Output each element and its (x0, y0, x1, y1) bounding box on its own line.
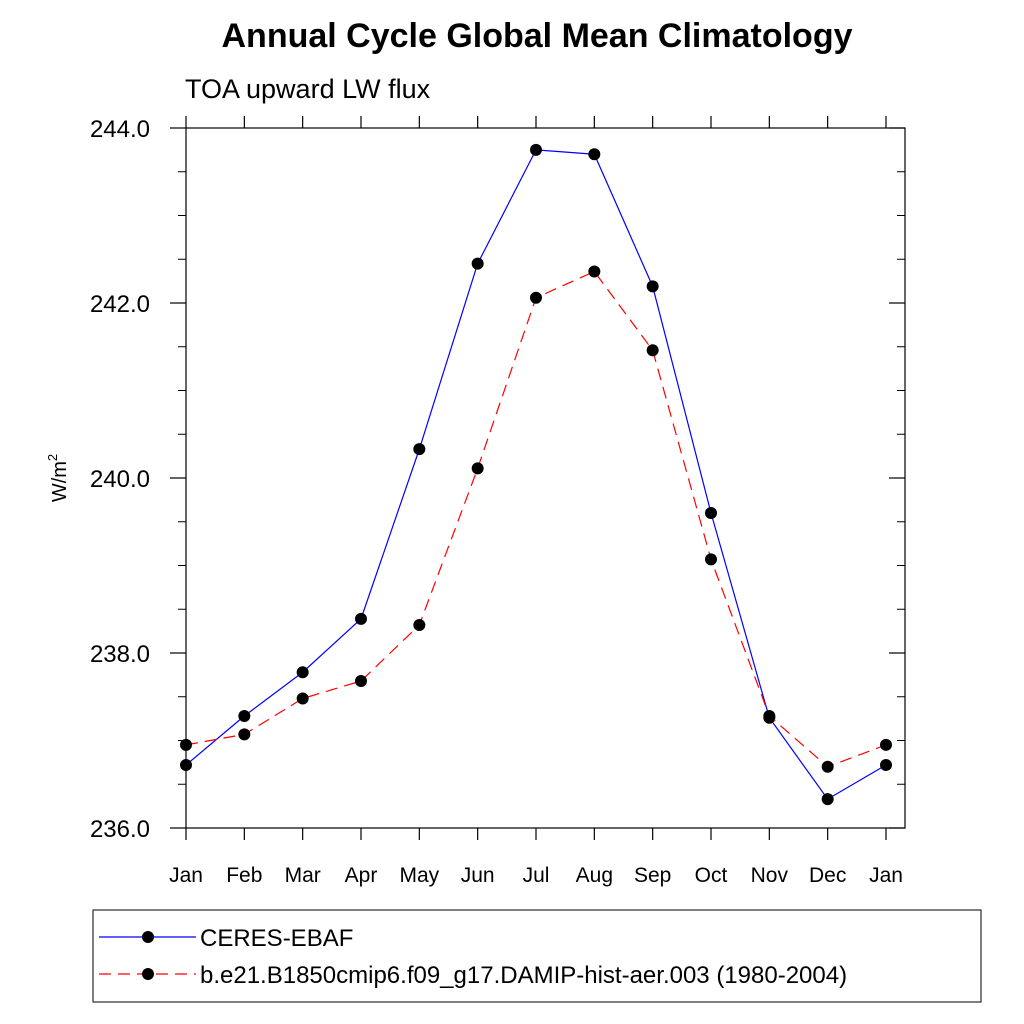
series-2-point (355, 675, 367, 687)
series-1-point (705, 507, 717, 519)
y-axis-label: W/m2 (45, 454, 71, 502)
series-1-point (413, 443, 426, 456)
x-tick-label: Apr (345, 864, 378, 887)
y-tick-label: 240.0 (90, 466, 150, 493)
plot-area: Jan Feb Mar Apr May Jun Jul Aug Sep Oct Nov Dec Jan 2… (90, 116, 906, 887)
series-2-point (471, 462, 484, 475)
x-tick-label: Dec (809, 864, 846, 887)
series-2-point (880, 738, 892, 751)
series-1-point (355, 612, 367, 625)
x-tick-label: Jul (523, 864, 550, 887)
x-tick-label: Jan (169, 864, 203, 887)
series-line-2 (185, 270, 887, 768)
x-tick-label: Sep (634, 864, 671, 887)
series-2-point (530, 291, 542, 304)
svg-text:W/m2: W/m2 (45, 454, 71, 502)
y-tick-label: 242.0 (90, 291, 150, 318)
legend-box (92, 909, 982, 1003)
series-2-point (180, 738, 192, 751)
plot-frame (185, 127, 906, 829)
x-tick-label: Feb (226, 864, 262, 887)
series-2-point (821, 760, 834, 773)
x-tick-label: Mar (285, 864, 321, 887)
x-tick-label: Aug (576, 864, 613, 887)
series-2-point (646, 344, 659, 357)
y-tick-label: 236.0 (90, 816, 150, 843)
legend-marker-1 (142, 931, 154, 943)
chart-title: Annual Cycle Global Mean Climatology (222, 17, 853, 55)
y-tick-label: 244.0 (90, 116, 150, 143)
legend-marker-2 (142, 968, 154, 980)
y-axis-label-superscript: 2 (45, 454, 60, 461)
series-1-point (530, 143, 542, 156)
x-tick-label: Oct (695, 864, 728, 887)
x-tick-label: May (399, 864, 439, 887)
series-2-point (588, 265, 601, 278)
series-1-point (238, 710, 251, 722)
x-tick-label: Nov (751, 864, 789, 887)
x-tick-label: Jan (869, 864, 903, 887)
chart-subtitle: TOA upward LW flux (185, 74, 431, 104)
series-2-point (705, 553, 717, 566)
legend: CERES-EBAF b.e21.B1850cmip6.f09_g17.DAMIP… (92, 909, 982, 1003)
y-axis-label-text: W/m (49, 461, 71, 502)
series-2-point (763, 710, 776, 722)
series-2-point (238, 728, 251, 741)
x-tick-label: Jun (461, 864, 495, 887)
legend-label-2: b.e21.B1850cmip6.f09_g17.DAMIP-hist-aer.… (200, 962, 847, 989)
series-1-point (646, 280, 659, 293)
series-1-point (180, 759, 192, 771)
series-1-point (296, 666, 309, 679)
series-1-point (821, 793, 834, 806)
series-1-point (588, 148, 601, 161)
series-2-point (413, 619, 426, 631)
series-1-point (880, 759, 892, 771)
series-2-point (296, 692, 309, 705)
series-line-1 (185, 149, 887, 800)
legend-label-1: CERES-EBAF (200, 925, 353, 952)
y-tick-label: 238.0 (90, 641, 150, 668)
series-1-point (471, 257, 484, 270)
